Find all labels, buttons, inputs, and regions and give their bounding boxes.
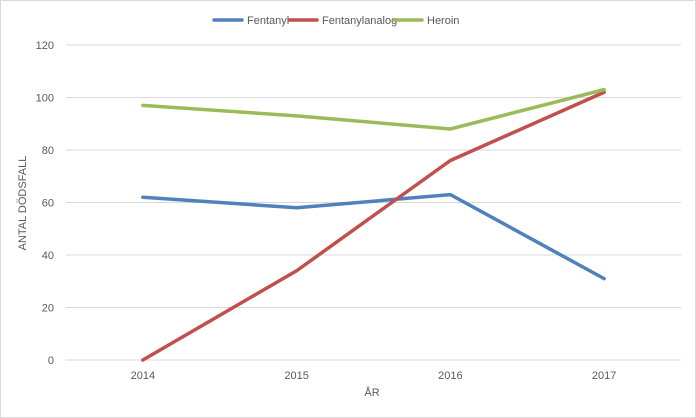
x-tick-label: 2017 — [592, 370, 616, 382]
legend-label-fentanyl: Fentanyl — [247, 15, 289, 27]
y-tick-label: 20 — [42, 303, 54, 315]
series-line-heroin — [141, 87, 606, 131]
series-line-fentanyl — [141, 192, 606, 281]
y-tick-label: 0 — [48, 355, 54, 367]
x-axis-ticks: 2014 2015 2016 2017 — [131, 370, 617, 382]
y-tick-label: 120 — [36, 40, 54, 52]
y-tick-label: 40 — [42, 250, 54, 262]
legend-label-fentanylanalog: Fentanylanalog — [322, 15, 397, 27]
legend: Fentanyl Fentanylanalog Heroin — [212, 15, 459, 27]
series-line-fentanylanalog — [141, 90, 606, 362]
legend-label-heroin: Heroin — [427, 15, 459, 27]
x-tick-label: 2014 — [131, 370, 155, 382]
y-tick-label: 100 — [36, 93, 54, 105]
y-tick-label: 80 — [42, 145, 54, 157]
x-tick-label: 2015 — [284, 370, 308, 382]
series-lines — [141, 87, 606, 362]
x-tick-label: 2016 — [438, 370, 462, 382]
x-axis-title: ÅR — [364, 386, 379, 399]
y-axis-ticks: 0 20 40 60 80 100 120 — [36, 40, 54, 367]
y-tick-label: 60 — [42, 198, 54, 210]
y-axis-title: ANTAL DÖDSFALL — [17, 156, 29, 251]
